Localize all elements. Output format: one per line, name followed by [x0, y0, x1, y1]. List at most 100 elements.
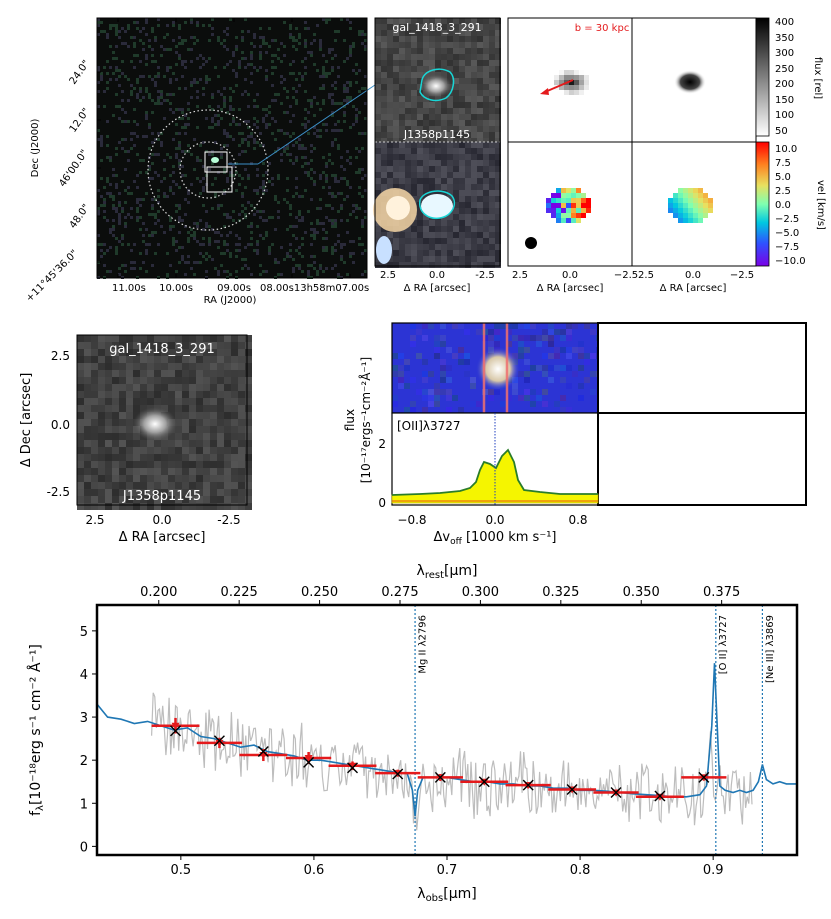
noise-pixel — [161, 356, 168, 363]
noise-pixel — [399, 90, 405, 96]
noise-pixel — [106, 156, 109, 159]
noise-pixel — [151, 27, 154, 30]
noise-pixel — [118, 105, 121, 108]
noise-pixel — [223, 144, 226, 147]
noise-pixel — [399, 148, 405, 154]
flux-pixel — [584, 85, 589, 90]
noise-pixel — [465, 178, 471, 184]
noise-pixel — [231, 391, 238, 398]
noise-pixel — [325, 174, 328, 177]
noise-pixel — [202, 141, 205, 144]
noise-pixel — [328, 219, 331, 222]
noise-pixel — [489, 238, 495, 244]
noise-pixel — [118, 240, 121, 243]
noise-pixel — [105, 349, 112, 356]
noise-pixel — [259, 144, 262, 147]
noise-pixel — [471, 90, 477, 96]
noise-pixel — [483, 84, 489, 90]
noise-pixel — [199, 243, 202, 246]
noise-pixel — [119, 419, 126, 426]
noise-pixel — [133, 54, 136, 57]
vel-pixel — [556, 203, 561, 208]
sky-dec-tick: 24.0" — [68, 58, 92, 86]
noise-pixel — [124, 111, 127, 114]
noise-pixel — [84, 363, 91, 370]
noise-pixel — [160, 141, 163, 144]
noise-pixel — [265, 189, 268, 192]
noise-pixel — [130, 138, 133, 141]
noise-pixel — [214, 123, 217, 126]
noise-pixel — [91, 440, 98, 447]
noise-pixel — [241, 36, 244, 39]
noise-pixel — [126, 440, 133, 447]
noise-pixel — [429, 148, 435, 154]
noise-pixel — [393, 244, 399, 250]
noise-pixel — [322, 123, 325, 126]
noise-pixel — [465, 196, 471, 202]
noise-pixel — [393, 54, 399, 60]
sed-ylabel-main: f — [28, 810, 44, 816]
noise-pixel — [244, 213, 247, 216]
noise-pixel — [441, 42, 447, 48]
noise-pixel — [361, 225, 364, 228]
noise-pixel — [166, 33, 169, 36]
noise-pixel — [187, 117, 190, 120]
noise-pixel — [495, 72, 501, 78]
noise-pixel — [196, 503, 203, 510]
noise-pixel — [477, 66, 483, 72]
noise-pixel — [84, 349, 91, 356]
noise-pixel — [121, 147, 124, 150]
noise-pixel — [495, 78, 501, 84]
noise-pixel — [322, 171, 325, 174]
noise-pixel — [175, 45, 178, 48]
noise-pixel — [139, 267, 142, 270]
sky-ticks — [97, 18, 351, 278]
noise-pixel — [203, 482, 210, 489]
noise-pixel — [465, 132, 471, 138]
noise-pixel — [387, 166, 393, 172]
sky-dec-tick: +11°45'36.0" — [24, 248, 80, 304]
noise-pixel — [459, 232, 465, 238]
noise-pixel — [121, 99, 124, 102]
noise-pixel — [84, 412, 91, 419]
noise-pixel — [175, 249, 178, 252]
noise-pixel — [178, 87, 181, 90]
noise-pixel — [196, 356, 203, 363]
noise-pixel — [84, 440, 91, 447]
noise-pixel — [151, 99, 154, 102]
noise-pixel — [277, 201, 280, 204]
noise-pixel — [331, 162, 334, 165]
noise-pixel — [387, 172, 393, 178]
noise-pixel — [295, 78, 298, 81]
noise-pixel — [172, 93, 175, 96]
noise-pixel — [572, 371, 578, 377]
noise-pixel — [127, 120, 130, 123]
noise-pixel — [375, 154, 381, 160]
noise-pixel — [136, 174, 139, 177]
noise-pixel — [139, 90, 142, 93]
noise-pixel — [319, 45, 322, 48]
noise-pixel — [398, 353, 404, 359]
noise-pixel — [483, 190, 489, 196]
noise-pixel — [453, 196, 459, 202]
noise-pixel — [289, 213, 292, 216]
noise-pixel — [98, 475, 105, 482]
noise-pixel — [145, 270, 148, 273]
cutout-mid-xtick: 2.5 — [85, 513, 104, 527]
noise-pixel — [205, 78, 208, 81]
noise-pixel — [112, 398, 119, 405]
noise-pixel — [112, 57, 115, 60]
noise-pixel — [238, 132, 241, 135]
noise-pixel — [435, 42, 441, 48]
noise-pixel — [256, 189, 259, 192]
noise-pixel — [115, 237, 118, 240]
noise-pixel — [429, 126, 435, 132]
noise-pixel — [196, 225, 199, 228]
noise-pixel — [223, 66, 226, 69]
noise-pixel — [210, 412, 217, 419]
noise-pixel — [405, 108, 411, 114]
noise-pixel — [429, 178, 435, 184]
noise-pixel — [77, 461, 84, 468]
noise-pixel — [398, 365, 404, 371]
noise-pixel — [145, 252, 148, 255]
